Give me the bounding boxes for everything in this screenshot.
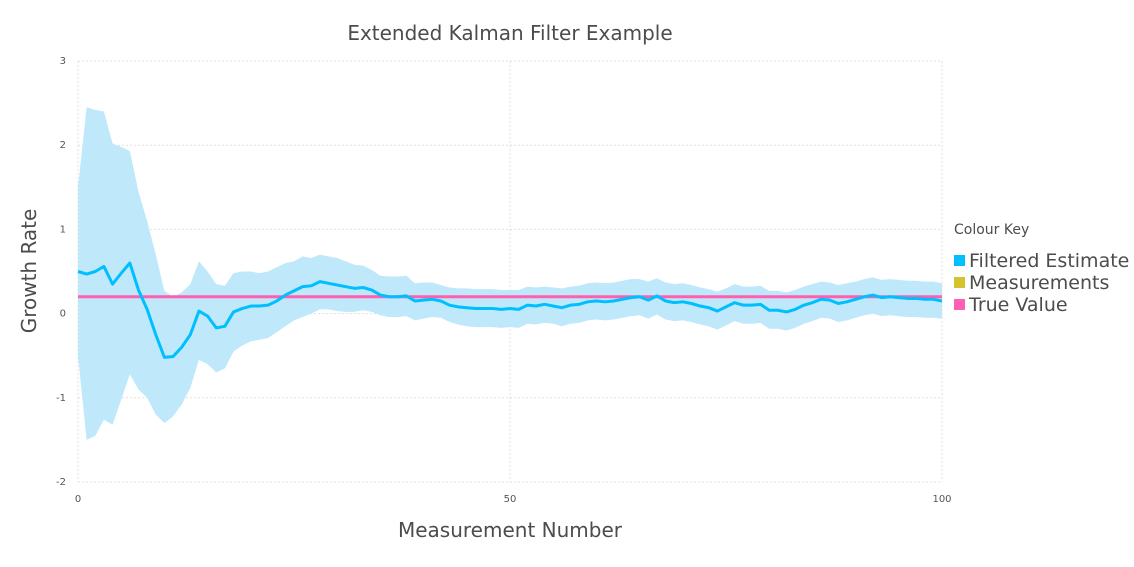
y-tick-label: 0 — [60, 309, 66, 320]
y-axis-ticks: -2 -1 0 1 2 3 — [56, 56, 66, 488]
legend: Colour Key Filtered Estimate Measurement… — [954, 222, 1129, 316]
legend-label-filtered-estimate: Filtered Estimate — [969, 250, 1129, 272]
x-tick-label: 0 — [75, 494, 81, 505]
x-tick-label: 100 — [932, 494, 951, 505]
legend-swatch-true-value — [954, 299, 965, 310]
y-tick-label: 2 — [60, 140, 66, 151]
legend-label-true-value: True Value — [968, 294, 1068, 316]
y-axis-label: Growth Rate — [17, 209, 41, 334]
x-tick-label: 50 — [504, 494, 517, 505]
x-axis-label: Measurement Number — [398, 518, 623, 542]
confidence-band-area — [78, 107, 942, 440]
y-tick-label: -2 — [56, 477, 66, 488]
y-tick-label: 1 — [60, 224, 66, 235]
chart-title: Extended Kalman Filter Example — [347, 21, 672, 45]
series-lines — [77, 261, 943, 359]
y-tick-label: 3 — [60, 56, 66, 67]
legend-label-measurements: Measurements — [969, 272, 1109, 294]
y-tick-label: -1 — [56, 393, 66, 404]
legend-swatch-filtered-estimate — [954, 255, 965, 266]
filtered-estimate-line — [77, 261, 943, 359]
legend-title: Colour Key — [954, 222, 1029, 238]
confidence-band — [78, 107, 942, 440]
legend-swatch-measurements — [954, 277, 965, 288]
x-axis-ticks: 0 50 100 — [75, 494, 952, 505]
